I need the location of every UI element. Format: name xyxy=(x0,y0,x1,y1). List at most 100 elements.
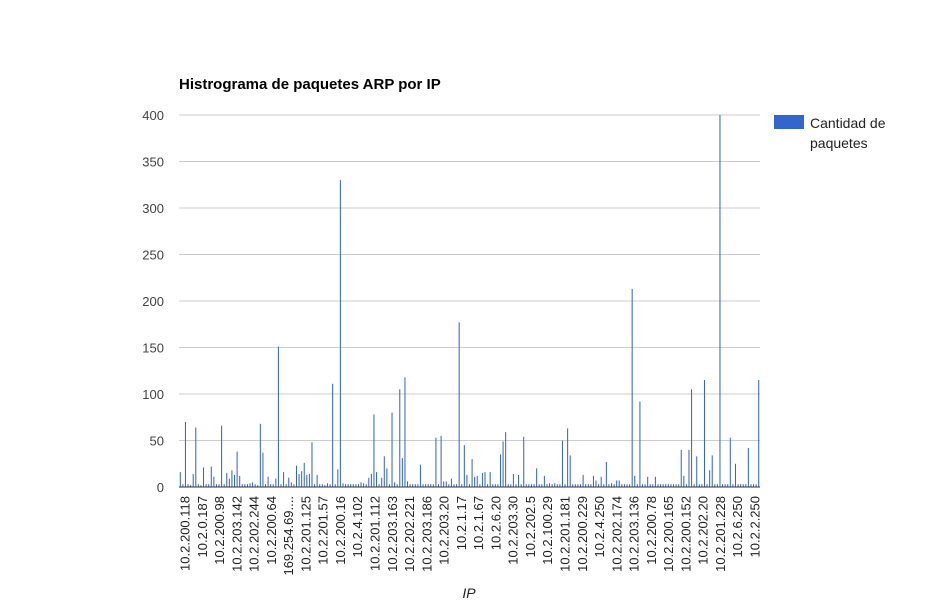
bar xyxy=(373,414,375,487)
bar xyxy=(295,465,297,487)
bar xyxy=(693,484,695,487)
bar xyxy=(505,432,507,487)
bar xyxy=(595,480,597,487)
bar xyxy=(616,480,618,487)
bar xyxy=(308,473,310,487)
x-axis-ticks: 10.2.200.118 10.2.0.187 10.2.200.98 10.2.20… xyxy=(178,496,763,576)
bar xyxy=(528,484,530,487)
gridlines xyxy=(179,114,760,441)
bar xyxy=(210,466,212,487)
x-axis-title: IP xyxy=(462,585,476,601)
x-tick-label: 10.2.200.165 xyxy=(661,496,676,572)
bar xyxy=(192,473,194,487)
bar xyxy=(598,484,600,487)
bar xyxy=(234,474,236,487)
y-tick-label: 250 xyxy=(142,248,164,263)
bar xyxy=(502,441,504,487)
bar xyxy=(254,484,256,487)
bar xyxy=(378,484,380,487)
bar xyxy=(435,437,437,487)
bar xyxy=(345,484,347,487)
legend-label-line: Cantidad de xyxy=(810,115,886,131)
bar xyxy=(541,484,543,487)
bar xyxy=(203,467,205,487)
bar xyxy=(652,484,654,487)
chart-title: Histrograma de paquetes ARP por IP xyxy=(179,76,441,93)
bar xyxy=(729,437,731,487)
y-tick-label: 0 xyxy=(157,480,164,495)
bar xyxy=(608,484,610,487)
x-tick-label: 10.2.1.17 xyxy=(454,496,469,550)
y-axis-ticks: 0 50 100 150 200 250 300 350 400 xyxy=(142,108,164,495)
bar xyxy=(580,484,582,487)
bar xyxy=(228,478,230,487)
bar xyxy=(236,451,238,487)
bar xyxy=(551,484,553,487)
bar xyxy=(722,484,724,487)
bar xyxy=(724,484,726,487)
bar xyxy=(422,484,424,487)
bar xyxy=(252,482,254,487)
bar xyxy=(525,484,527,487)
bar xyxy=(195,427,197,487)
bar xyxy=(332,383,334,487)
bar xyxy=(538,484,540,487)
bar xyxy=(468,484,471,487)
bar xyxy=(747,447,749,487)
legend-swatch xyxy=(774,115,804,129)
bar xyxy=(407,481,409,487)
x-tick-label: 169.254.69.... xyxy=(281,496,296,576)
bar xyxy=(339,180,341,487)
bar xyxy=(678,484,680,487)
bar xyxy=(732,484,734,487)
bar xyxy=(510,484,512,487)
bar xyxy=(425,484,427,487)
bar xyxy=(636,484,638,487)
bar xyxy=(613,484,615,487)
bar xyxy=(381,477,383,487)
bar xyxy=(670,484,672,487)
y-tick-label: 100 xyxy=(142,387,164,402)
bar xyxy=(546,484,548,487)
bar xyxy=(456,484,458,487)
bar xyxy=(303,462,305,487)
bar xyxy=(316,474,318,487)
bar xyxy=(549,483,551,487)
bar xyxy=(745,484,747,487)
bar xyxy=(727,484,729,487)
bar xyxy=(755,484,757,487)
bar xyxy=(711,455,713,487)
x-tick-label: 10.2.201.228 xyxy=(713,496,728,572)
bar xyxy=(427,484,429,487)
bar xyxy=(740,484,742,487)
x-tick-label: 10.2.201.181 xyxy=(558,496,573,572)
bar xyxy=(350,484,352,487)
bar xyxy=(401,458,403,487)
bar xyxy=(262,452,264,487)
x-tick-label: 10.2.200.78 xyxy=(644,496,659,565)
bar xyxy=(512,473,514,487)
bar xyxy=(698,484,700,487)
bar xyxy=(654,476,656,487)
bar xyxy=(412,484,414,487)
bar xyxy=(311,442,313,487)
bar xyxy=(600,476,602,487)
bar xyxy=(750,484,752,487)
bar xyxy=(556,484,558,487)
bar xyxy=(484,472,486,487)
bar xyxy=(507,484,509,487)
bar xyxy=(326,483,328,487)
bar xyxy=(321,484,323,487)
bar xyxy=(497,484,499,487)
bar xyxy=(649,484,651,487)
x-tick-label: 10.2.203.142 xyxy=(229,496,244,572)
bar xyxy=(396,484,398,487)
x-tick-label: 10.2.201.125 xyxy=(298,496,313,572)
bar xyxy=(249,483,251,487)
bar xyxy=(667,484,669,487)
bar xyxy=(533,484,535,487)
bar xyxy=(647,476,649,487)
bar xyxy=(623,484,625,487)
bar xyxy=(688,449,690,487)
bar xyxy=(574,484,576,487)
